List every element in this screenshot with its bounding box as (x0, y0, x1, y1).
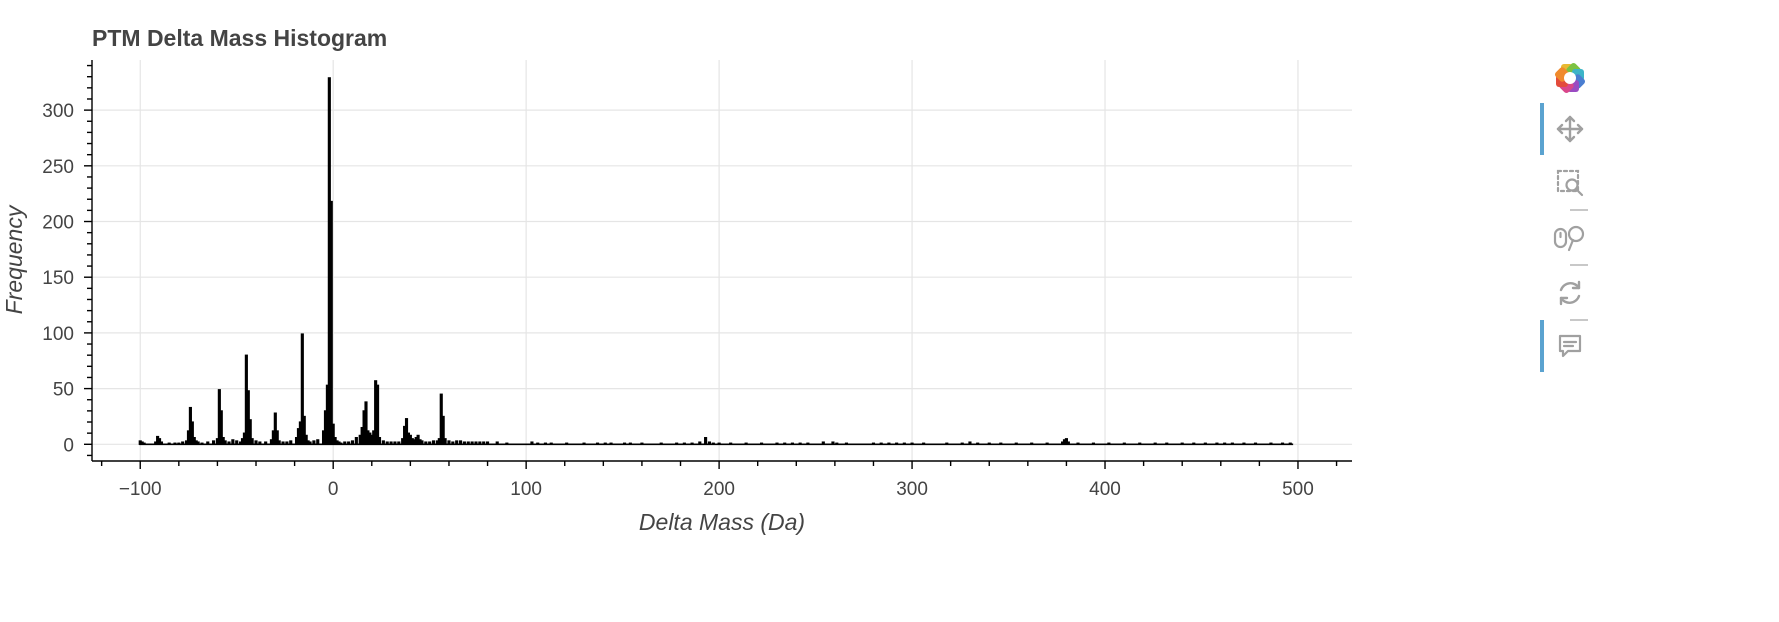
grid-lines (92, 60, 1352, 461)
axes: −100 0 100 200 300 400 500 0 50 100 150 200 250 300 (42, 60, 1352, 500)
x-tick-label: 400 (1089, 479, 1121, 500)
toolbar-separator (1570, 209, 1588, 211)
toolbar-separator (1570, 264, 1588, 266)
reset-tool-button[interactable] (1540, 267, 1600, 319)
hover-tooltip-icon (1558, 334, 1582, 358)
histogram-bar (329, 200, 333, 445)
histogram-bar (250, 438, 254, 445)
x-tick-label: 300 (896, 479, 928, 500)
x-tick-label: −100 (119, 479, 162, 500)
y-axis-label: Frequency (1, 204, 27, 314)
x-axis-label: Delta Mass (Da) (639, 509, 805, 535)
plot-svg[interactable]: −100 0 100 200 300 400 500 0 50 100 150 200 250 300 P… (0, 0, 1560, 622)
y-tick-label: 200 (42, 213, 74, 234)
toolbar-separator (1570, 319, 1588, 321)
toolbar (1540, 62, 1600, 442)
x-tick-label: 200 (703, 479, 735, 500)
y-tick-label: 100 (42, 324, 74, 345)
histogram-bar (376, 384, 380, 445)
histogram-bars (138, 77, 1294, 446)
bokeh-logo-icon (1554, 62, 1586, 94)
move-arrows-icon (1556, 115, 1584, 143)
wheel-zoom-tool-button[interactable] (1540, 212, 1600, 264)
chart-title: PTM Delta Mass Histogram (92, 25, 387, 51)
box-zoom-tool-button[interactable] (1540, 157, 1600, 209)
histogram-bar (704, 437, 708, 445)
reset-icon (1559, 280, 1581, 306)
y-tick-label: 0 (63, 435, 74, 456)
x-tick-label: 500 (1282, 479, 1314, 500)
hover-tool-button[interactable] (1540, 320, 1600, 372)
pan-tool-button[interactable] (1540, 103, 1600, 155)
x-tick-label: 0 (328, 479, 339, 500)
y-tick-label: 300 (42, 101, 74, 122)
histogram-bar (443, 438, 447, 445)
y-tick-label: 50 (53, 380, 74, 401)
wheel-zoom-icon (1553, 225, 1585, 252)
histogram-bar (354, 437, 358, 445)
y-tick-label: 150 (42, 268, 74, 289)
box-zoom-icon (1556, 169, 1584, 197)
x-tick-label: 100 (510, 479, 542, 500)
histogram-bar (377, 437, 382, 445)
y-tick-label: 250 (42, 157, 74, 178)
bokeh-logo[interactable] (1540, 52, 1600, 104)
